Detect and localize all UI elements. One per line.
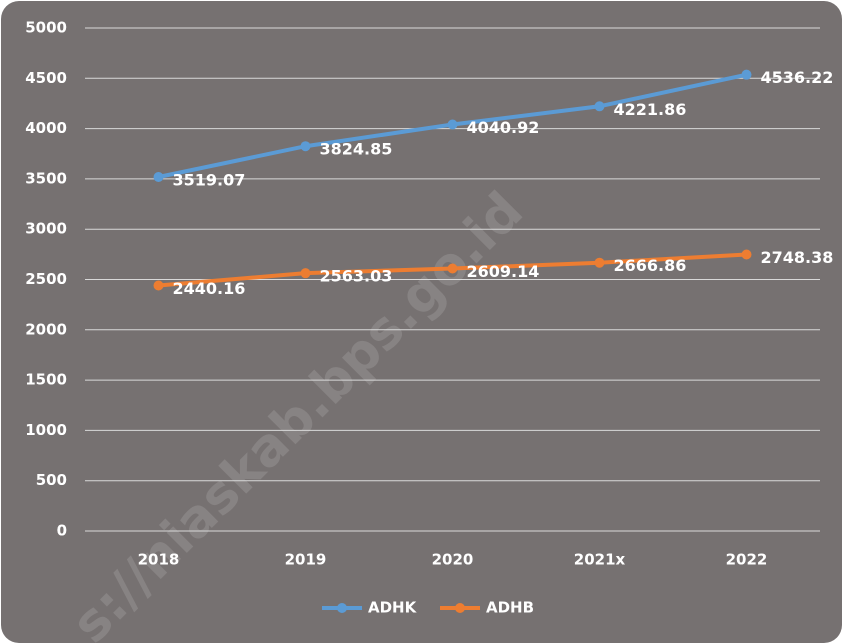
y-tick-label: 500 bbox=[36, 471, 67, 489]
data-label: 4536.22 bbox=[761, 68, 834, 87]
data-label: 2609.14 bbox=[467, 262, 540, 281]
data-label: 2440.16 bbox=[173, 279, 246, 298]
legend-swatch-dot bbox=[337, 603, 347, 613]
legend-label: ADHK bbox=[368, 599, 418, 617]
point bbox=[741, 69, 752, 80]
x-tick-label: 2019 bbox=[285, 551, 327, 569]
data-label: 4040.92 bbox=[467, 118, 540, 137]
point bbox=[300, 268, 311, 279]
legend-swatch-dot bbox=[455, 603, 465, 613]
point bbox=[300, 141, 311, 152]
point bbox=[447, 263, 458, 274]
data-label: 2748.38 bbox=[761, 248, 834, 267]
x-tick-label: 2020 bbox=[432, 551, 474, 569]
legend-label: ADHB bbox=[486, 599, 534, 617]
y-tick-label: 2000 bbox=[25, 320, 67, 338]
point bbox=[153, 171, 164, 182]
data-label: 2563.03 bbox=[320, 267, 393, 286]
y-tick-label: 0 bbox=[57, 522, 67, 540]
x-tick-label: 2022 bbox=[726, 551, 768, 569]
y-tick-label: 1000 bbox=[25, 421, 67, 439]
data-label: 3824.85 bbox=[320, 140, 393, 159]
x-tick-label: 2021x bbox=[574, 551, 626, 569]
point bbox=[153, 280, 164, 291]
y-tick-label: 1500 bbox=[25, 371, 67, 389]
y-tick-label: 4000 bbox=[25, 119, 67, 137]
point bbox=[594, 101, 605, 112]
data-label: 3519.07 bbox=[173, 170, 246, 189]
point bbox=[741, 249, 752, 260]
y-tick-label: 4500 bbox=[25, 69, 67, 87]
y-tick-label: 3500 bbox=[25, 169, 67, 187]
data-label: 2666.86 bbox=[614, 256, 687, 275]
point bbox=[594, 257, 605, 268]
y-tick-label: 2500 bbox=[25, 270, 67, 288]
point bbox=[447, 119, 458, 130]
x-tick-label: 2018 bbox=[138, 551, 180, 569]
data-label: 4221.86 bbox=[614, 100, 687, 119]
y-tick-label: 3000 bbox=[25, 220, 67, 238]
y-tick-label: 5000 bbox=[25, 19, 67, 37]
